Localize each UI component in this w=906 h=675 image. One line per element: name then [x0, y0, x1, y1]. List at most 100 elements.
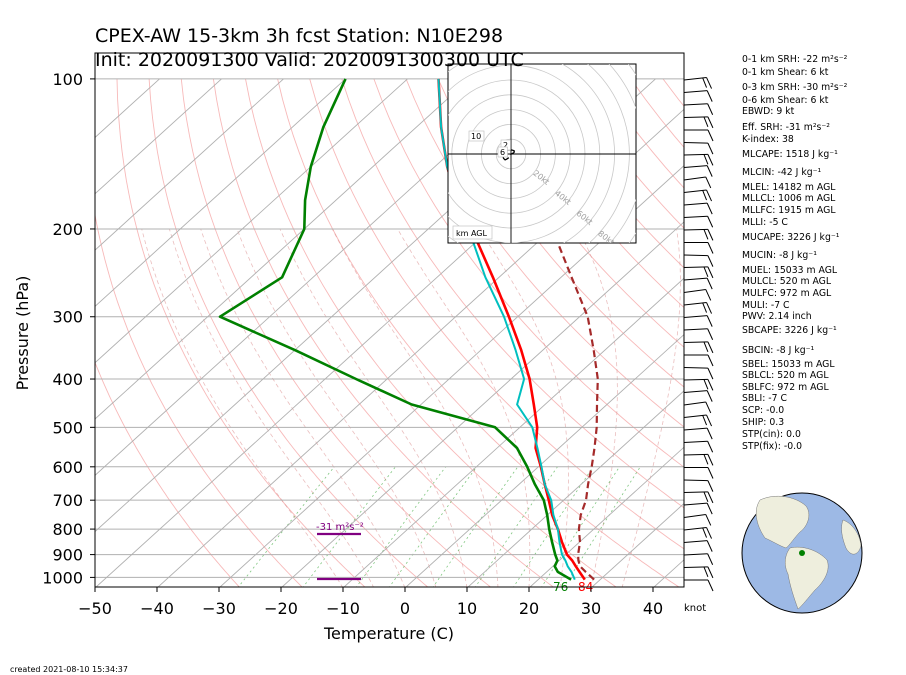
barb-flag: [707, 116, 714, 129]
barb-flag: [707, 480, 714, 492]
africa-land: [841, 519, 862, 555]
wind-barb: [683, 277, 713, 290]
barb-flag: [707, 266, 714, 279]
isotherm: [95, 78, 408, 364]
srh-label: -31 m²s⁻²: [316, 522, 364, 533]
barb-staff: [683, 254, 708, 257]
barb-flag: [706, 414, 713, 427]
moist-adiabat: [200, 228, 406, 587]
isotherm: [405, 333, 684, 587]
barb-staff: [683, 328, 708, 331]
barb-flag: [706, 502, 713, 515]
barb-flag: [702, 414, 708, 426]
stat-line: MLLFC: 1915 m AGL: [742, 205, 836, 216]
barb-flag: [706, 90, 713, 102]
wind-barb: [683, 566, 714, 579]
barb-flag: [705, 514, 712, 526]
barb-flag: [706, 540, 713, 552]
moist-adiabat: [279, 228, 468, 587]
y-tick-label: 400: [52, 370, 83, 389]
moist-adiabat: [169, 228, 374, 587]
y-tick-label: 300: [52, 308, 83, 327]
wind-barb: [683, 266, 714, 279]
moist-adiabat: [621, 228, 681, 587]
wind-barb: [683, 77, 713, 89]
barb-staff: [683, 440, 708, 443]
barb-flag: [705, 401, 712, 414]
barb-flag: [703, 379, 709, 390]
stat-line: MLCAPE: 1518 J kg⁻¹: [742, 149, 838, 160]
wind-barb: [683, 427, 713, 440]
wind-barb: [683, 176, 712, 189]
created-timestamp: created 2021-08-10 15:34:37: [10, 665, 128, 674]
barb-flag: [703, 154, 709, 165]
barb-staff: [683, 202, 708, 206]
wind-barb: [683, 302, 713, 314]
dry-adiabat: [245, 78, 617, 587]
wind-barb: [683, 491, 714, 504]
wind-units-label: knot: [684, 603, 706, 614]
barb-staff: [683, 315, 708, 318]
height-label-box: [497, 146, 508, 158]
barb-flag: [707, 142, 714, 155]
wind-barb: [683, 189, 713, 202]
mixing-ratio-line: [563, 466, 641, 587]
stat-line: SBLFC: 972 m AGL: [742, 382, 829, 393]
wind-barb: [683, 453, 714, 466]
station-location-dot: [799, 550, 805, 556]
dry-adiabat: [341, 78, 684, 509]
barb-flag: [703, 454, 709, 465]
x-tick-label: −40: [140, 599, 174, 618]
barb-staff: [683, 165, 708, 168]
height-label: 10: [471, 132, 481, 141]
barb-staff: [683, 215, 708, 218]
parcel-profile: [499, 78, 599, 581]
barb-flag: [706, 390, 713, 402]
wind-barb: [683, 315, 713, 327]
barb-flag: [706, 165, 713, 177]
y-tick-label: 500: [52, 418, 83, 437]
isotherm: [529, 446, 684, 587]
moist-adiabat: [577, 228, 618, 587]
stat-line: MLLCL: 1006 m AGL: [742, 193, 836, 204]
stat-line: 0-1 km Shear: 6 kt: [742, 67, 829, 78]
barb-staff: [683, 390, 708, 393]
isotherm: [281, 221, 684, 587]
y-tick-label: 100: [52, 70, 83, 89]
barb-staff: [683, 142, 708, 144]
barb-flag: [707, 229, 714, 241]
mixing-ratio-line: [237, 466, 335, 587]
barb-staff: [683, 176, 706, 181]
barb-staff: [683, 401, 706, 406]
stat-line: SBCIN: -8 J kg⁻¹: [742, 345, 815, 356]
barb-flag: [707, 328, 714, 340]
units-label-box: [452, 225, 493, 240]
wind-barb: [683, 553, 714, 565]
barb-flag: [703, 229, 709, 240]
isotherm: [95, 78, 532, 476]
stat-line: 0-6 km Shear: 6 kt: [742, 95, 829, 106]
stat-line: SBLI: -7 C: [742, 393, 788, 404]
barb-flag: [706, 315, 713, 327]
barb-staff: [683, 103, 708, 106]
barb-flag: [707, 103, 714, 115]
wind-barb: [683, 440, 714, 453]
stat-line: MUCAPE: 3226 J kg⁻¹: [742, 232, 840, 243]
height-label: 6: [500, 148, 505, 157]
barb-staff: [683, 479, 708, 482]
wind-barb: [683, 414, 713, 427]
dry-adiabat: [148, 78, 429, 587]
barb-flag: [707, 129, 714, 142]
stat-line: 0-1 km SRH: -22 m²s⁻²: [742, 54, 848, 65]
wind-barb: [683, 142, 714, 155]
x-tick-label: 40: [643, 599, 663, 618]
barb-staff: [683, 277, 708, 281]
stat-line: SBLCL: 520 m AGL: [742, 370, 829, 381]
wind-barb: [684, 354, 714, 367]
y-tick-label: 200: [52, 220, 83, 239]
barb-flag: [703, 566, 709, 578]
mixing-ratio-line: [388, 466, 478, 587]
barb-flag: [707, 341, 714, 354]
wind-barb: [683, 116, 714, 129]
